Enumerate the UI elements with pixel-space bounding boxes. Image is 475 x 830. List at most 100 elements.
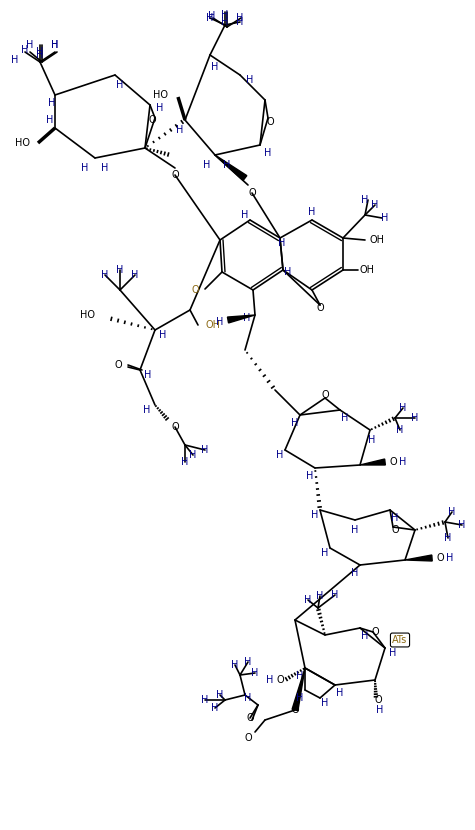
Text: H: H [201,695,209,705]
Text: H: H [36,47,44,57]
Text: H: H [399,403,407,413]
Text: H: H [352,525,359,535]
Text: H: H [159,330,167,340]
Polygon shape [405,555,432,561]
Text: H: H [216,690,224,700]
Text: H: H [221,17,228,27]
Text: H: H [36,50,44,60]
Text: O: O [316,303,324,313]
Text: H: H [237,17,244,27]
Text: O: O [391,525,399,535]
Text: H: H [116,80,124,90]
Text: H: H [306,471,314,481]
Text: H: H [11,55,19,65]
Text: ATs: ATs [392,635,408,645]
Text: H: H [26,40,34,50]
Text: HO: HO [153,90,168,100]
Text: H: H [216,317,224,327]
Text: H: H [381,213,389,223]
Text: H: H [244,693,252,703]
Text: H: H [144,370,152,380]
Text: H: H [285,267,292,277]
Text: H: H [223,160,231,170]
Text: H: H [241,210,249,220]
Text: OH: OH [360,265,375,275]
Text: O: O [276,675,284,685]
Text: H: H [321,548,329,558]
Text: H: H [361,195,369,205]
Text: H: H [81,163,89,173]
Text: H: H [190,450,197,460]
Text: H: H [221,10,228,20]
Text: O: O [374,695,382,705]
Text: O: O [371,627,379,637]
Text: O: O [244,733,252,743]
Text: O: O [246,713,254,723]
Text: O: O [148,115,156,125]
Text: H: H [342,413,349,423]
Text: H: H [51,40,59,50]
Text: H: H [321,698,329,708]
Text: H: H [391,513,399,523]
Text: H: H [411,413,418,423]
Polygon shape [228,315,255,323]
Text: OH: OH [205,320,220,330]
Text: H: H [48,98,56,108]
Text: H: H [308,207,316,217]
Text: H: H [211,703,218,713]
Text: O: O [114,360,122,370]
Text: H: H [276,450,284,460]
Text: HO: HO [15,138,30,148]
Text: H: H [264,148,272,158]
Text: O: O [389,457,397,467]
Text: H: H [446,553,454,563]
Text: O: O [321,390,329,400]
Text: H: H [176,125,184,135]
Text: H: H [448,507,456,517]
Text: H: H [266,675,274,685]
Text: H: H [352,568,359,578]
Text: H: H [244,657,252,667]
Text: H: H [247,75,254,85]
Text: H: H [47,115,54,125]
Text: H: H [51,40,59,50]
Text: O: O [171,422,179,432]
Text: H: H [101,163,109,173]
Text: O: O [191,285,199,295]
Text: O: O [266,117,274,127]
Text: H: H [131,270,139,280]
Text: H: H [336,688,344,698]
Text: H: H [101,270,109,280]
Text: H: H [181,457,189,467]
Text: H: H [296,693,304,703]
Text: H: H [21,45,28,55]
Text: H: H [368,435,376,445]
Text: H: H [444,533,452,543]
Text: HO: HO [80,310,95,320]
Text: OH: OH [370,235,385,245]
Text: H: H [211,62,218,72]
Text: H: H [156,103,164,113]
Polygon shape [360,459,385,465]
Text: H: H [316,591,323,601]
Text: O: O [436,553,444,563]
Text: H: H [209,11,216,21]
Text: H: H [278,238,285,248]
Text: H: H [206,13,214,23]
Polygon shape [215,155,247,180]
Text: H: H [311,510,319,520]
Text: H: H [304,595,312,605]
Text: H: H [116,265,124,275]
Polygon shape [292,668,305,710]
Text: H: H [251,668,259,678]
Text: H: H [243,313,251,323]
Text: H: H [296,671,304,681]
Text: H: H [201,445,209,455]
Text: H: H [371,200,379,210]
Text: H: H [376,705,384,715]
Text: H: H [231,660,238,670]
Text: H: H [332,590,339,600]
Text: O: O [291,705,299,715]
Text: H: H [361,631,369,641]
Text: H: H [291,418,299,428]
